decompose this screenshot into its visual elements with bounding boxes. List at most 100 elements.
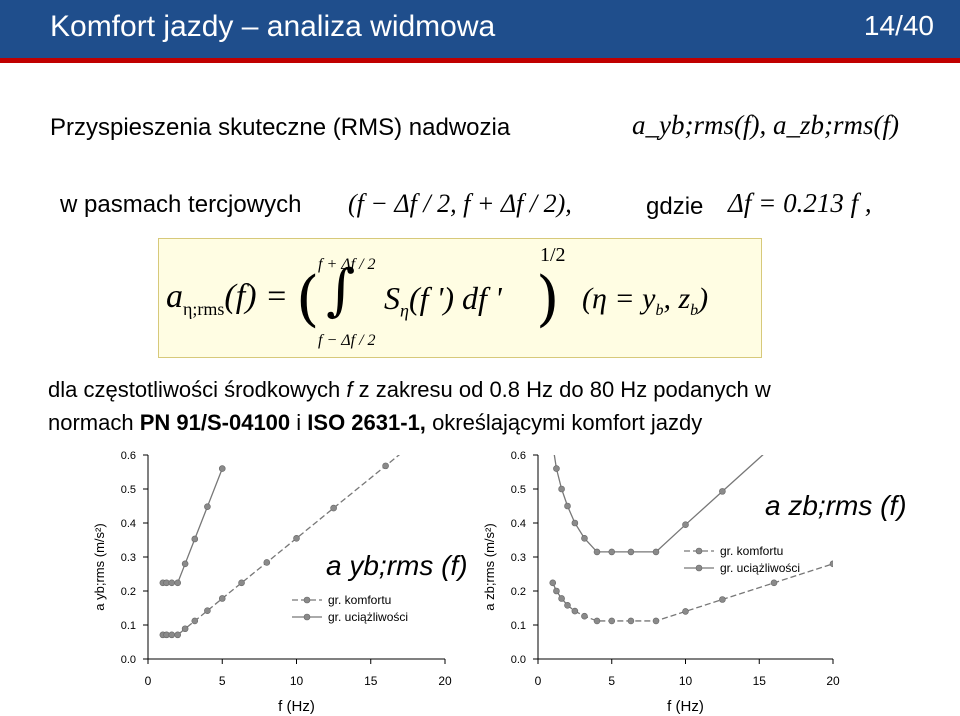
data-point [830, 387, 836, 393]
x-axis-label: f (Hz) [667, 698, 704, 715]
data-point [608, 617, 616, 625]
data-point [293, 534, 300, 542]
condition: (η = yb, zb) [582, 282, 709, 319]
y-tick-label: 0.3 [511, 552, 526, 564]
y-tick-label: 0.1 [511, 620, 526, 632]
x-tick-label: 20 [438, 674, 452, 688]
para-line-2: normach PN 91/S-04100 i ISO 2631-1, okre… [48, 410, 703, 435]
y-tick-label: 0.4 [511, 518, 526, 530]
x-tick-label: 10 [290, 674, 304, 688]
data-point [204, 607, 211, 615]
legend-label-1: gr. uciążliwości [720, 561, 800, 575]
y-tick-label: 0.4 [121, 518, 136, 530]
data-point [627, 548, 635, 556]
plot-area [549, 387, 836, 625]
formula-box [158, 238, 762, 358]
data-point [191, 535, 199, 543]
data-point [174, 579, 181, 587]
y-tick-label: 0.1 [121, 620, 136, 632]
x-tick-label: 0 [145, 674, 152, 688]
integral-sign: ∫ [326, 258, 356, 323]
box-lhs: aη;rms(f) = [166, 278, 288, 319]
data-point [330, 504, 337, 512]
x-tick-label: 20 [826, 674, 840, 688]
data-point [771, 442, 777, 448]
series-line-1 [553, 455, 764, 553]
data-point [829, 560, 833, 568]
legend-label-0: gr. komfortu [328, 593, 391, 607]
chart-yb: 0.0 0.1 0.2 0.3 0.4 0.5 0.6 0 5 10 15 20 f (Hz) a yb;… [92, 415, 468, 715]
data-point [168, 579, 176, 587]
slide-title: Komfort jazdy – analiza widmowa [50, 10, 496, 43]
right-paren: ) [536, 264, 560, 334]
y-tick-label: 0.5 [121, 484, 136, 496]
data-point [770, 579, 778, 587]
data-point [719, 488, 726, 495]
x-tick-label: 5 [219, 674, 226, 688]
data-point [608, 548, 616, 556]
power-exponent: 1/2 [540, 244, 566, 266]
data-point [218, 595, 226, 602]
chart-annotation: a yb;rms (f) [326, 550, 468, 581]
data-point [581, 612, 588, 620]
data-point [581, 534, 588, 542]
lower-limit: f − Δf / 2 [318, 332, 376, 349]
para-line-1: dla częstotliwości środkowych f z zakres… [48, 377, 771, 402]
legend-marker [303, 596, 311, 604]
data-point [571, 607, 579, 615]
page-number: 14/40 [863, 10, 934, 41]
data-point [204, 503, 211, 510]
band-formula: (f − Δf / 2, f + Δf / 2), [348, 189, 572, 218]
integrand: Sη(f ') df ' [384, 280, 502, 321]
chart-annotation: a zb;rms (f) [765, 490, 907, 521]
y-axis-label: a zb;rms (m/s²) [482, 523, 497, 610]
delta-formula: Δf = 0.213 f , [728, 188, 872, 218]
title-bar: Komfort jazdy – analiza widmowa 14/40 [0, 0, 960, 58]
rms-formula: a_yb;rms(f), a_zb;rms(f) [632, 110, 899, 140]
gdzie-text: gdzie [646, 193, 704, 220]
data-point [181, 625, 189, 633]
upper-limit: f + Δf / 2 [318, 256, 376, 273]
y-tick-label: 0.2 [121, 586, 136, 598]
legend-marker [695, 564, 703, 572]
plot-area [159, 415, 448, 639]
x-tick-label: 0 [535, 674, 542, 688]
band-text: w pasmach tercjowych [60, 191, 302, 218]
data-point [564, 502, 571, 510]
data-point [263, 559, 271, 566]
data-point [550, 442, 556, 448]
legend-marker [695, 547, 703, 555]
y-tick-label: 0.6 [121, 450, 136, 462]
x-tick-label: 15 [753, 674, 767, 688]
data-point [571, 519, 579, 527]
series-line-0 [162, 455, 401, 636]
x-axis-label: f (Hz) [278, 698, 315, 715]
data-point [553, 465, 560, 472]
data-point [549, 579, 557, 587]
data-point [682, 608, 689, 615]
data-point [191, 617, 199, 625]
title-underline [0, 58, 960, 63]
data-point [593, 617, 601, 625]
y-tick-label: 0.6 [511, 450, 526, 462]
x-tick-label: 15 [364, 674, 378, 688]
left-paren: ( [296, 264, 320, 334]
data-point [181, 560, 189, 568]
data-point [442, 415, 448, 421]
data-point [218, 465, 226, 472]
legend-label-0: gr. komfortu [720, 544, 783, 558]
data-point [174, 631, 181, 639]
x-tick-label: 10 [679, 674, 693, 688]
y-tick-label: 0.0 [511, 654, 526, 666]
data-point [238, 579, 245, 587]
data-point [682, 521, 689, 529]
data-point [627, 617, 635, 625]
data-point [168, 631, 176, 639]
data-point [593, 548, 601, 556]
data-point [652, 548, 660, 556]
data-point [564, 601, 571, 609]
data-point [558, 595, 565, 602]
data-point [558, 485, 565, 493]
data-point [719, 596, 726, 603]
